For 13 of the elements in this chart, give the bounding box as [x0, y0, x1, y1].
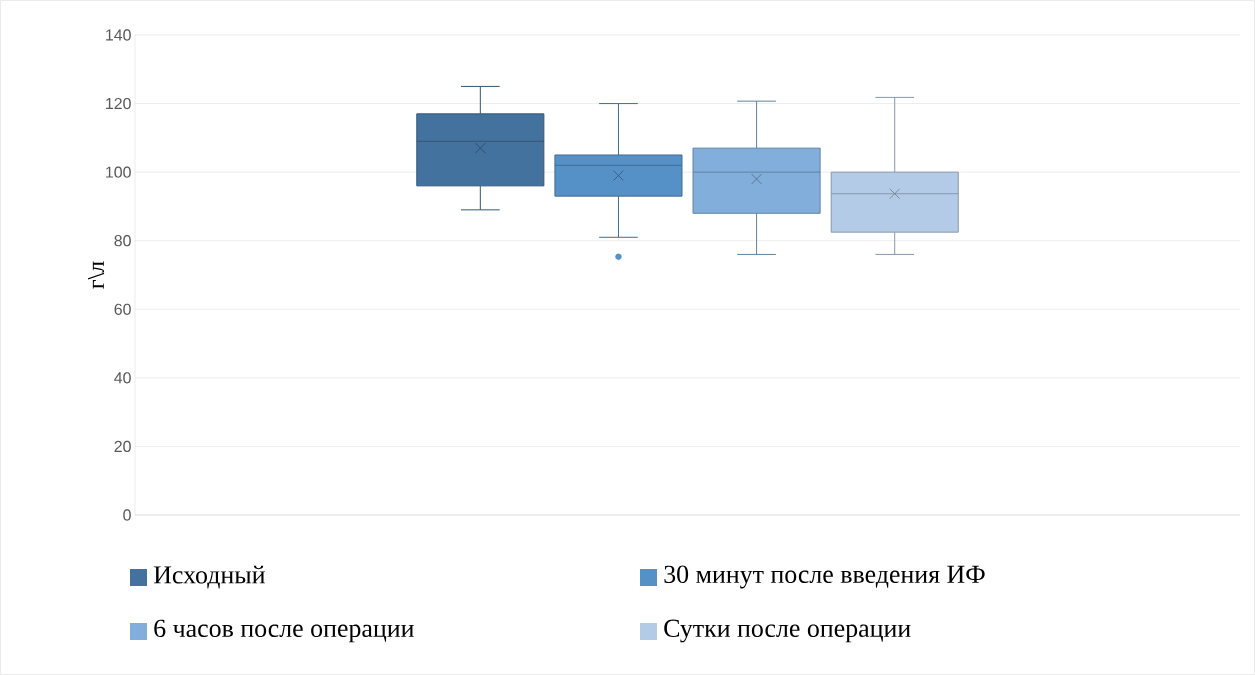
legend-label: 6 часов после операции [154, 619, 414, 643]
y-tick-label: 60 [114, 303, 131, 315]
y-tick-label: 140 [106, 29, 131, 41]
y-tick-label: 120 [106, 97, 131, 110]
legend-label: Сутки после операции [664, 619, 911, 643]
legend-label: 30 минут после введения ИФ [664, 565, 985, 589]
y-tick-label: 20 [114, 440, 131, 453]
y-tick-label: 80 [114, 235, 131, 247]
legend-label: Исходный [153, 565, 265, 589]
y-tick-label: 100 [106, 166, 131, 178]
y-tick-label: 0 [123, 509, 131, 521]
y-axis-title: г\л [88, 261, 105, 289]
y-tick-label: 40 [114, 372, 131, 384]
